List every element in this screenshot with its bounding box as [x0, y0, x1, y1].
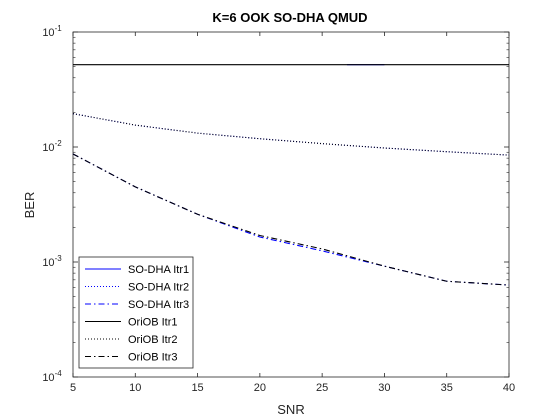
y-axis-label: BER: [22, 192, 37, 219]
chart-title: K=6 OOK SO-DHA QMUD: [212, 10, 367, 25]
legend-entry-label: OriOB Itr2: [128, 334, 178, 346]
y-tick-label: 10-1: [42, 24, 62, 39]
series-line-6: [72, 153, 510, 286]
legend: SO-DHA Itr1 SO-DHA Itr2 SO-DHA Itr3 OriOB I…: [78, 256, 194, 369]
y-tick-exp: -1: [55, 24, 63, 33]
series-layer: [72, 64, 510, 286]
x-tick-label: 35: [441, 382, 453, 394]
x-tick-label: 15: [191, 382, 203, 394]
y-tick-base: 10: [42, 257, 54, 269]
x-tick-label: 25: [316, 382, 328, 394]
legend-entry-label: SO-DHA Itr3: [128, 299, 189, 311]
legend-entry-label: SO-DHA Itr2: [128, 282, 189, 294]
legend-entry-label: OriOB Itr3: [128, 352, 178, 364]
y-tick-exp: -2: [55, 139, 63, 148]
x-axis-ticks: 5 10 15 20 25 30 35 40: [70, 32, 515, 394]
y-tick-label: 10-2: [42, 139, 62, 154]
legend-entry-label: OriOB Itr1: [128, 317, 178, 329]
x-tick-label: 40: [503, 382, 515, 394]
x-tick-label: 30: [378, 382, 390, 394]
series-line-5: [72, 113, 510, 156]
x-tick-label: 5: [70, 382, 76, 394]
legend-entry-label: SO-DHA Itr1: [128, 264, 189, 276]
legend-box: [78, 256, 194, 369]
y-axis-ticks: 10-410-310-210-1: [42, 24, 509, 384]
y-tick-label: 10-3: [42, 254, 62, 269]
y-tick-exp: -3: [55, 254, 63, 263]
y-tick-base: 10: [42, 142, 54, 154]
y-tick-exp: -4: [55, 369, 63, 378]
x-tick-label: 20: [254, 382, 266, 394]
x-tick-label: 10: [129, 382, 141, 394]
y-tick-base: 10: [42, 372, 54, 384]
x-axis-label: SNR: [277, 402, 304, 417]
y-tick-label: 10-4: [42, 369, 62, 384]
y-tick-base: 10: [42, 27, 54, 39]
